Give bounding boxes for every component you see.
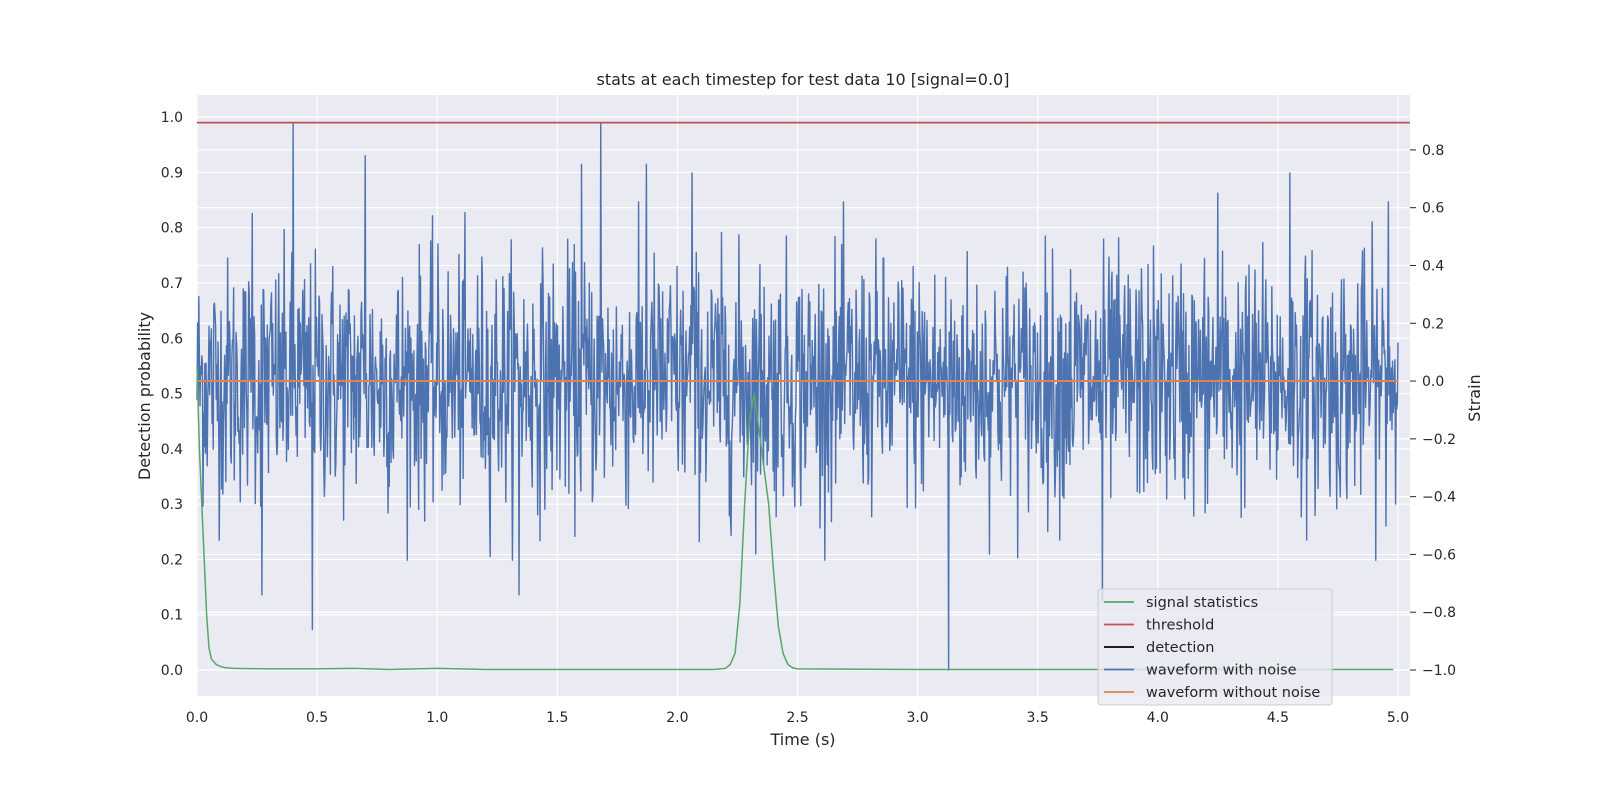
series-waveform-with-noise — [196, 123, 1399, 671]
legend-label: signal statistics — [1146, 595, 1258, 611]
y-right-tick-label: 0.0 — [1422, 374, 1444, 390]
y-left-tick-label: 0.8 — [161, 221, 183, 237]
y-right-tick-label: 0.8 — [1422, 143, 1444, 159]
right-y-axis-label: Strain — [1465, 374, 1484, 421]
y-right-tick-label: −0.8 — [1422, 605, 1456, 621]
y-left-tick-label: 0.4 — [161, 442, 183, 458]
x-tick-label: 1.5 — [546, 710, 568, 726]
y-left-tick-label: 0.3 — [161, 497, 183, 513]
x-tick-label: 4.5 — [1267, 710, 1289, 726]
y-left-tick-label: 0.7 — [161, 276, 183, 292]
y-right-tick-label: 0.2 — [1422, 316, 1444, 332]
y-right-tick-label: −0.2 — [1422, 432, 1456, 448]
legend-label: waveform without noise — [1146, 685, 1320, 701]
left-y-axis-label: Detection probability — [135, 312, 154, 480]
y-left-tick-label: 0.9 — [161, 165, 183, 181]
x-tick-label: 5.0 — [1387, 710, 1409, 726]
legend-label: detection — [1146, 640, 1214, 656]
y-left-tick-label: 0.6 — [161, 331, 183, 347]
y-right-tick-label: 0.6 — [1422, 201, 1444, 217]
x-tick-label: 3.5 — [1027, 710, 1049, 726]
y-right-tick-label: −0.6 — [1422, 547, 1456, 563]
x-tick-label: 3.0 — [906, 710, 928, 726]
x-tick-label: 0.5 — [306, 710, 328, 726]
x-tick-label: 2.0 — [666, 710, 688, 726]
y-right-tick-label: −1.0 — [1422, 663, 1456, 679]
y-right-tick-label: 0.4 — [1422, 258, 1444, 274]
legend-label: threshold — [1146, 618, 1214, 634]
legend-label: waveform with noise — [1146, 663, 1297, 679]
series-signal-statistics — [196, 365, 1394, 671]
y-left-tick-label: 0.0 — [161, 663, 183, 679]
y-left-tick-label: 0.1 — [161, 608, 183, 624]
y-left-tick-label: 1.0 — [161, 110, 183, 126]
legend-box — [1097, 588, 1333, 706]
x-tick-label: 2.5 — [786, 710, 808, 726]
series-layer — [196, 121, 1410, 671]
chart-title: stats at each timestep for test data 10 … — [597, 70, 1010, 89]
x-tick-label: 4.0 — [1147, 710, 1169, 726]
y-left-tick-label: 0.2 — [161, 552, 183, 568]
x-axis-label: Time (s) — [769, 730, 835, 749]
legend: signal statistics threshold detection wavef… — [1097, 588, 1333, 706]
y-left-tick-label: 0.5 — [161, 387, 183, 403]
x-tick-label: 0.0 — [186, 710, 208, 726]
y-right-tick-label: −0.4 — [1422, 490, 1456, 506]
x-tick-label: 1.0 — [426, 710, 448, 726]
axes-layer: 0.0 0.5 1.0 1.5 2.0 2.5 3.0 3.5 4.0 4.5 5.0 0.0 0.1 0… — [161, 110, 1456, 726]
